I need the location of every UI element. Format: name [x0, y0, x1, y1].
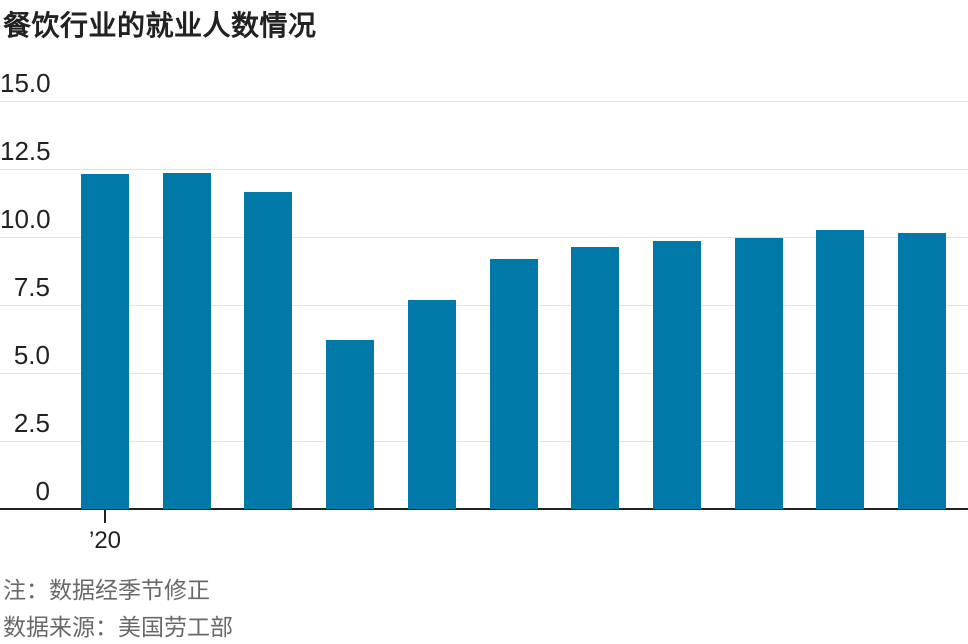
y-axis-label: 12.5	[0, 136, 51, 166]
chart-note: 注：数据经季节修正	[3, 577, 210, 603]
chart-source: 数据来源：美国劳工部	[3, 614, 233, 640]
bar	[326, 340, 375, 509]
bar	[898, 232, 946, 509]
gridline	[0, 100, 968, 102]
bar	[489, 258, 538, 509]
bar	[162, 173, 211, 509]
y-axis-label: 15.0	[0, 68, 51, 98]
y-axis-label: 0	[35, 476, 50, 506]
bar	[734, 238, 783, 509]
gridline	[0, 440, 968, 442]
chart-title: 餐饮行业的就业人数情况	[3, 10, 317, 41]
y-axis-label: 2.5	[13, 408, 50, 438]
gridline	[0, 372, 968, 374]
bar	[407, 299, 456, 509]
gridline	[0, 168, 968, 170]
bar	[571, 246, 620, 509]
bar	[81, 174, 129, 509]
bar	[244, 192, 293, 509]
gridline	[0, 236, 968, 238]
gridline	[0, 304, 968, 306]
y-axis-label: 10.0	[0, 204, 51, 234]
bar	[652, 241, 701, 509]
bar	[816, 230, 865, 509]
y-axis-label: 5.0	[13, 340, 50, 370]
y-axis-label: 7.5	[13, 272, 50, 302]
x-axis-tick-label: ’20	[88, 527, 122, 554]
footnotes: 注：数据经季节修正 数据来源：美国劳工部	[3, 572, 233, 644]
x-axis-baseline	[0, 508, 968, 510]
x-axis-tick	[104, 510, 106, 523]
